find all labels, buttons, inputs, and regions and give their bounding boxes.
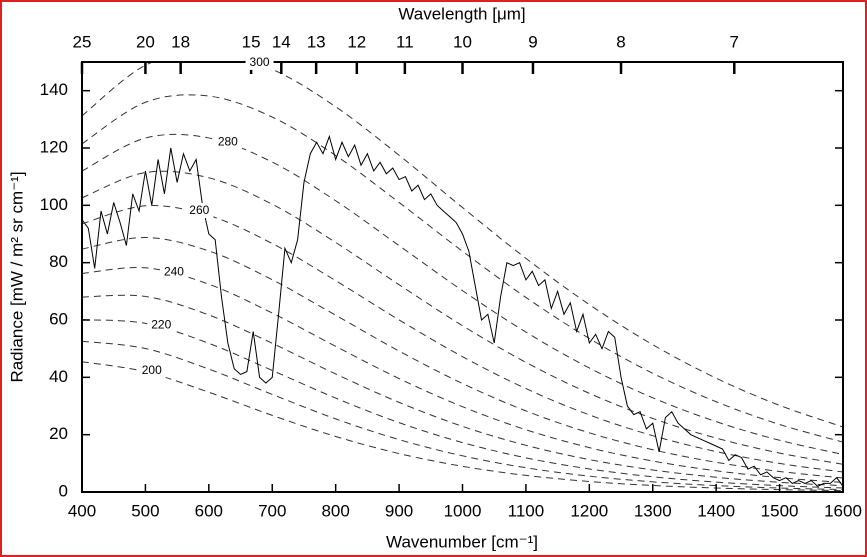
blackbody-curve: [82, 361, 843, 492]
curve-label-bg: [159, 264, 188, 280]
x2-tick-label: 11: [396, 32, 414, 51]
x-tick-label: 600: [195, 501, 223, 520]
y-tick-label: 40: [49, 367, 68, 386]
x2-tick-label: 7: [730, 32, 739, 51]
spectrum-line: [82, 134, 843, 487]
blackbody-curve: [82, 294, 843, 487]
x-tick-label: 700: [258, 501, 286, 520]
x-tick-label: 1400: [697, 501, 735, 520]
x2-tick-label: 10: [453, 32, 472, 51]
curve-label-bg: [137, 362, 166, 378]
x-tick-label: 1200: [570, 501, 608, 520]
curve-label-bg: [147, 317, 176, 333]
x-tick-label: 900: [385, 501, 413, 520]
x-tick-label: 1300: [634, 501, 672, 520]
x2-tick-label: 20: [136, 32, 155, 51]
x2-tick-label: 25: [73, 32, 92, 51]
y-tick-label: 0: [59, 481, 68, 500]
x-axis-title: Wavenumber [cm⁻¹]: [386, 532, 538, 551]
y-tick-label: 80: [49, 252, 68, 271]
blackbody-curve: [82, 170, 843, 465]
x-tick-label: 1100: [508, 501, 545, 520]
x2-tick-label: 9: [528, 32, 537, 51]
x2-tick-label: 14: [272, 32, 291, 51]
blackbody-curve: [82, 94, 843, 443]
x2-tick-label: 13: [307, 32, 326, 51]
top-axis-title: Wavelength [μm]: [398, 4, 525, 23]
x-tick-label: 1500: [761, 501, 799, 520]
curve-label-bg: [185, 203, 214, 219]
curve-label-bg: [245, 54, 274, 70]
curve-label: 300: [250, 55, 270, 69]
curve-label-bg: [213, 134, 242, 150]
curve-label: 220: [151, 318, 171, 332]
curve-label: 280: [218, 134, 238, 148]
blackbody-curve: [82, 205, 843, 473]
x2-tick-label: 15: [242, 32, 261, 51]
y-tick-label: 140: [40, 80, 68, 99]
curve-label: 260: [189, 203, 209, 217]
y-tick-label: 120: [40, 137, 68, 156]
x-tick-label: 800: [321, 501, 349, 520]
y-tick-label: 60: [49, 309, 68, 328]
curve-label: 240: [164, 264, 184, 278]
plot-area: [82, 62, 843, 492]
x2-tick-label: 12: [347, 32, 366, 51]
y-tick-label: 100: [40, 195, 68, 214]
x-tick-label: 1600: [824, 501, 862, 520]
x2-tick-label: 8: [616, 32, 625, 51]
blackbody-curve: [82, 266, 843, 483]
curve-label: 200: [142, 363, 162, 377]
y-axis-title: Radiance [mW / m² sr cm⁻¹]: [7, 171, 26, 382]
x-tick-label: 500: [131, 501, 159, 520]
x-tick-label: 1000: [444, 501, 482, 520]
x-tick-label: 400: [68, 501, 96, 520]
blackbody-curve: [82, 340, 843, 491]
x2-tick-label: 18: [171, 32, 190, 51]
blackbody-curve: [82, 62, 843, 428]
y-tick-label: 20: [49, 424, 68, 443]
blackbody-curve: [82, 319, 843, 489]
blackbody-curve: [82, 133, 843, 455]
